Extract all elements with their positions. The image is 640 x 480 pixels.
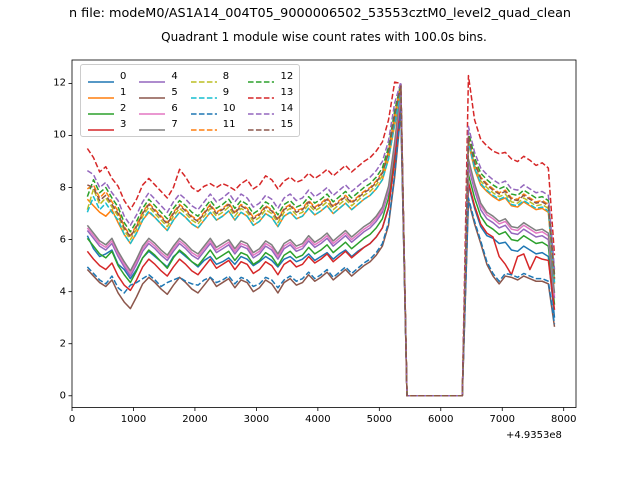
legend-label: 4 — [171, 70, 178, 82]
legend-label: 14 — [280, 102, 294, 114]
series-line-14 — [86, 81, 556, 397]
legend-item-2[interactable]: 2 — [87, 101, 126, 116]
legend-label: 6 — [171, 102, 178, 114]
legend-item-7[interactable]: 7 — [138, 117, 178, 132]
legend-label: 8 — [222, 70, 230, 82]
y-tick-label: 4 — [59, 286, 66, 298]
legend-label: 10 — [222, 102, 236, 114]
x-tick-label: 0 — [68, 413, 76, 425]
legend-swatch-icon — [138, 120, 166, 131]
legend-item-9[interactable]: 9 — [190, 85, 236, 100]
legend-item-4[interactable]: 4 — [138, 69, 178, 84]
x-axis-offset-label: +4.9353e8 — [506, 429, 562, 441]
series-line-6 — [86, 89, 556, 397]
legend-swatch-icon — [138, 72, 166, 83]
legend-label: 7 — [171, 118, 178, 130]
legend-swatch-icon — [247, 104, 275, 115]
x-tick-label: 2000 — [182, 413, 208, 425]
legend-swatch-icon — [87, 72, 115, 83]
legend-label: 12 — [280, 70, 294, 82]
legend-item-10[interactable]: 10 — [190, 101, 236, 116]
y-tick-label: 8 — [59, 182, 66, 194]
legend-swatch-icon — [190, 104, 218, 115]
series-line-4 — [86, 93, 556, 397]
x-tick-label: 6000 — [428, 413, 454, 425]
legend-label: 11 — [222, 118, 236, 130]
legend-label: 2 — [120, 102, 127, 114]
y-tick-label: 2 — [59, 338, 66, 350]
x-tick-label: 1000 — [120, 413, 147, 425]
legend-swatch-icon — [138, 104, 166, 115]
legend-swatch-icon — [247, 88, 275, 99]
series-line-1 — [86, 90, 556, 397]
legend-item-5[interactable]: 5 — [138, 85, 178, 100]
legend-label: 0 — [120, 70, 127, 82]
series-line-2 — [86, 99, 556, 397]
series-line-10 — [86, 108, 556, 397]
legend-item-14[interactable]: 14 — [247, 101, 293, 116]
figure-suptitle: n file: modeM0/AS1A14_004T05_9000006502_… — [68, 6, 572, 21]
legend-item-8[interactable]: 8 — [190, 69, 236, 84]
y-tick-label: 6 — [59, 234, 66, 246]
x-tick-label: 7000 — [489, 413, 515, 425]
legend-label: 5 — [171, 86, 178, 98]
legend-label: 9 — [222, 86, 230, 98]
legend-item-13[interactable]: 13 — [247, 85, 293, 100]
axes-title: Quadrant 1 module wise count rates with … — [161, 30, 487, 44]
legend-swatch-icon — [190, 120, 218, 131]
legend-label: 1 — [120, 86, 127, 98]
x-tick-label: 3000 — [243, 413, 270, 425]
legend-item-1[interactable]: 1 — [87, 85, 126, 100]
legend-swatch-icon — [138, 88, 166, 99]
legend-label: 3 — [120, 118, 127, 130]
series-line-9 — [86, 89, 556, 397]
series-line-5 — [86, 111, 556, 397]
legend-swatch-icon — [190, 72, 218, 83]
axis-ticks — [68, 83, 565, 411]
series-line-13 — [86, 74, 556, 397]
x-tick-label: 5000 — [366, 413, 393, 425]
y-tick-label: 0 — [59, 390, 66, 402]
series-line-15 — [87, 85, 556, 397]
legend-swatch-icon — [190, 88, 218, 99]
legend-item-6[interactable]: 6 — [138, 101, 178, 116]
y-tick-label: 12 — [53, 77, 66, 89]
series-line-3 — [86, 100, 556, 397]
y-tick-label: 10 — [53, 129, 66, 141]
legend[interactable]: 0 4 8 12 1 5 9 13 2 6 10 14 3 7 11 15 — [80, 64, 301, 137]
legend-label: 15 — [280, 118, 294, 130]
x-tick-label: 4000 — [305, 413, 331, 425]
legend-item-11[interactable]: 11 — [190, 117, 236, 132]
legend-swatch-icon — [87, 104, 115, 115]
legend-swatch-icon — [87, 88, 115, 99]
legend-item-15[interactable]: 15 — [247, 117, 293, 132]
legend-item-0[interactable]: 0 — [87, 69, 126, 84]
legend-item-12[interactable]: 12 — [247, 69, 293, 84]
data-series-group — [86, 74, 556, 397]
legend-swatch-icon — [247, 72, 275, 83]
series-line-12 — [86, 82, 556, 397]
legend-label: 13 — [280, 86, 294, 98]
legend-item-3[interactable]: 3 — [87, 117, 126, 132]
legend-grid: 0 4 8 12 1 5 9 13 2 6 10 14 3 7 11 15 — [87, 69, 293, 132]
axes-spines — [71, 59, 577, 408]
series-line-7 — [86, 86, 556, 397]
x-tick-label: 8000 — [550, 413, 577, 425]
legend-swatch-icon — [247, 120, 275, 131]
legend-swatch-icon — [87, 120, 115, 131]
